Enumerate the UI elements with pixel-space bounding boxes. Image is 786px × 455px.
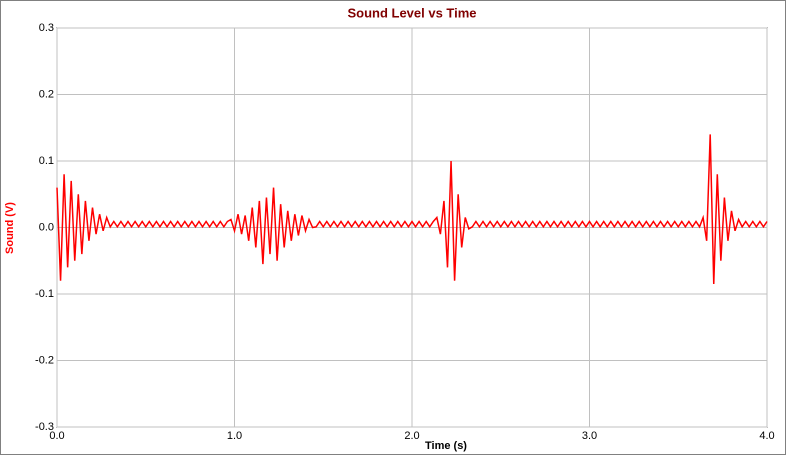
- x-tick-label: 3.0: [582, 430, 597, 442]
- y-tick-label: 0.1: [39, 155, 54, 167]
- y-axis-label: Sound (V): [4, 202, 16, 254]
- sound-line: [56, 134, 768, 285]
- x-tick-label: 4.0: [759, 430, 774, 442]
- y-tick-label: 0.3: [39, 22, 54, 34]
- y-tick-label: -0.1: [35, 288, 54, 300]
- x-tick-label: 0.0: [49, 430, 64, 442]
- x-tick-label: 2.0: [404, 430, 419, 442]
- chart-title: Sound Level vs Time: [347, 5, 476, 20]
- y-tick-label: 0.2: [39, 88, 54, 100]
- y-tick-label: -0.2: [35, 354, 54, 366]
- y-tick-label: 0.0: [39, 221, 54, 233]
- x-axis-label: Time (s): [425, 440, 467, 452]
- y-tick-label: -0.3: [35, 421, 54, 433]
- x-tick-label: 1.0: [227, 430, 242, 442]
